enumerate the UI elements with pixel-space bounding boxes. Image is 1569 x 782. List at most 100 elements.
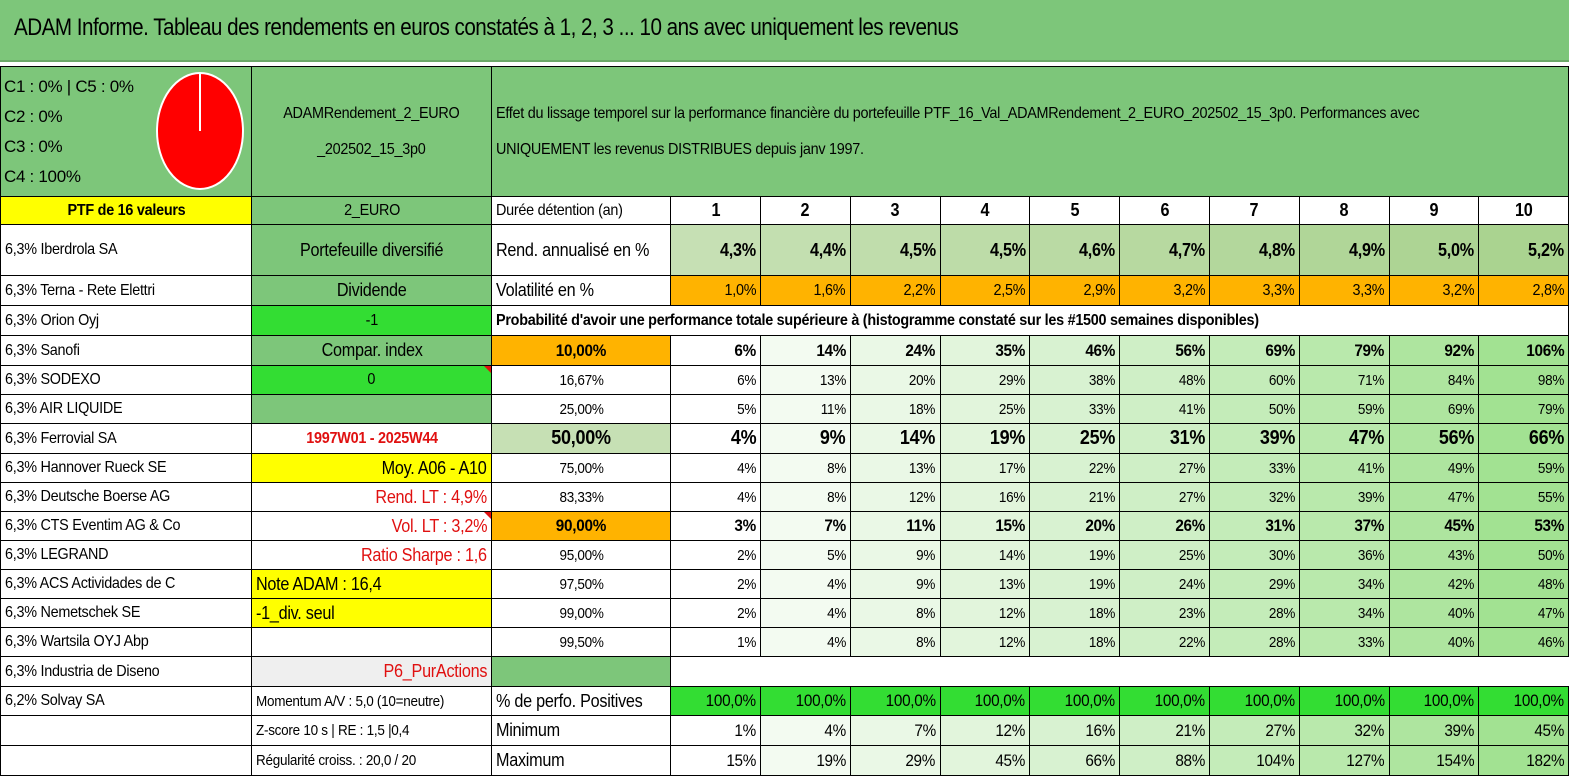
year-header[interactable]: 9 bbox=[1388, 196, 1480, 225]
vol-label[interactable]: Volatilité en % bbox=[491, 275, 672, 306]
prob-value[interactable]: 60% bbox=[1208, 365, 1300, 395]
prob-value[interactable]: 19% bbox=[1029, 540, 1121, 570]
prob-value[interactable]: 2% bbox=[670, 598, 761, 628]
min-label[interactable]: Minimum bbox=[491, 715, 672, 746]
prob-value[interactable]: 71% bbox=[1298, 365, 1390, 395]
holding[interactable]: 6,3% SODEXO bbox=[0, 365, 253, 395]
min-value[interactable]: 32% bbox=[1298, 715, 1390, 746]
info-p6[interactable]: P6_PurActions bbox=[251, 656, 493, 687]
prob-value[interactable]: 9% bbox=[849, 540, 941, 570]
info-zero[interactable]: 0 bbox=[251, 365, 493, 395]
prob-value[interactable]: 43% bbox=[1388, 540, 1480, 570]
threshold-label[interactable]: 50,00% bbox=[491, 423, 672, 454]
vol-value[interactable]: 3,2% bbox=[1119, 275, 1210, 306]
holding[interactable]: 6,3% Industria de Diseno bbox=[0, 656, 253, 687]
prob-value[interactable]: 31% bbox=[1119, 423, 1210, 454]
vol-value[interactable]: 2,9% bbox=[1029, 275, 1121, 306]
prob-value[interactable]: 12% bbox=[939, 627, 1031, 657]
year-header[interactable]: 8 bbox=[1298, 196, 1390, 225]
prob-value[interactable]: 2% bbox=[670, 540, 761, 570]
rend-value[interactable]: 4,6% bbox=[1029, 224, 1121, 276]
prob-value[interactable]: 29% bbox=[939, 365, 1031, 395]
prob-value[interactable]: 40% bbox=[1388, 627, 1480, 657]
info-note[interactable]: Note ADAM : 16,4 bbox=[251, 569, 493, 599]
prob-value[interactable]: 5% bbox=[759, 540, 851, 570]
info-compar-index[interactable]: Compar. index bbox=[251, 335, 493, 366]
holding[interactable]: 6,3% Ferrovial SA bbox=[0, 423, 253, 454]
prob-value[interactable]: 30% bbox=[1208, 540, 1300, 570]
threshold-label[interactable]: 16,67% bbox=[491, 365, 672, 395]
prob-value[interactable]: 18% bbox=[1029, 627, 1121, 657]
prob-value[interactable]: 39% bbox=[1298, 482, 1390, 512]
holding[interactable]: 6,2% Solvay SA bbox=[0, 686, 253, 716]
prob-value[interactable]: 8% bbox=[849, 598, 941, 628]
rend-value[interactable]: 4,5% bbox=[939, 224, 1031, 276]
rend-label[interactable]: Rend. annualisé en % bbox=[491, 224, 672, 276]
prob-value[interactable]: 6% bbox=[670, 365, 761, 395]
pos-value[interactable]: 100,0% bbox=[670, 686, 761, 716]
prob-value[interactable]: 41% bbox=[1298, 453, 1390, 483]
prob-value[interactable]: 28% bbox=[1208, 627, 1300, 657]
threshold-label[interactable]: 99,00% bbox=[491, 598, 672, 628]
prob-value[interactable]: 36% bbox=[1298, 540, 1390, 570]
year-header[interactable]: 3 bbox=[849, 196, 941, 225]
rend-value[interactable]: 4,4% bbox=[759, 224, 851, 276]
prob-value[interactable]: 31% bbox=[1208, 511, 1300, 541]
prob-value[interactable]: 47% bbox=[1478, 598, 1569, 628]
ptf-label[interactable]: PTF de 16 valeurs bbox=[0, 196, 253, 225]
prob-value[interactable]: 14% bbox=[939, 540, 1031, 570]
vol-value[interactable]: 3,2% bbox=[1388, 275, 1480, 306]
info-vol-lt[interactable]: Vol. LT : 3,2% bbox=[251, 511, 493, 541]
holding[interactable]: 6,3% Iberdrola SA bbox=[0, 224, 253, 276]
prob-value[interactable]: 4% bbox=[670, 453, 761, 483]
empty-band[interactable] bbox=[671, 657, 1569, 687]
vol-value[interactable]: 1,0% bbox=[670, 275, 761, 306]
prob-value[interactable]: 48% bbox=[1478, 569, 1569, 599]
prob-value[interactable]: 92% bbox=[1388, 335, 1480, 366]
prob-value[interactable]: 27% bbox=[1119, 482, 1210, 512]
rend-value[interactable]: 4,8% bbox=[1208, 224, 1300, 276]
info-rend-lt[interactable]: Rend. LT : 4,9% bbox=[251, 482, 493, 512]
holding[interactable]: 6,3% Nemetschek SE bbox=[0, 598, 253, 628]
prob-value[interactable]: 19% bbox=[1029, 569, 1121, 599]
prob-value[interactable]: 56% bbox=[1119, 335, 1210, 366]
prob-value[interactable]: 27% bbox=[1119, 453, 1210, 483]
prob-value[interactable]: 4% bbox=[759, 598, 851, 628]
info-minus-one[interactable]: -1 bbox=[251, 305, 493, 336]
threshold-label[interactable]: 83,33% bbox=[491, 482, 672, 512]
prob-value[interactable]: 7% bbox=[759, 511, 851, 541]
holding[interactable]: 6,3% AIR LIQUIDE bbox=[0, 394, 253, 424]
vol-value[interactable]: 3,3% bbox=[1298, 275, 1390, 306]
prob-value[interactable]: 11% bbox=[759, 394, 851, 424]
prob-value[interactable]: 4% bbox=[670, 482, 761, 512]
prob-value[interactable]: 46% bbox=[1029, 335, 1121, 366]
info-zscore[interactable]: Z-score 10 s | RE : 1,5 |0,4 bbox=[251, 715, 493, 746]
max-value[interactable]: 15% bbox=[670, 745, 761, 776]
prob-value[interactable]: 25% bbox=[1029, 423, 1121, 454]
min-value[interactable]: 39% bbox=[1388, 715, 1480, 746]
pos-value[interactable]: 100,0% bbox=[1478, 686, 1569, 716]
prob-value[interactable]: 15% bbox=[939, 511, 1031, 541]
holding[interactable]: 6,3% CTS Eventim AG & Co bbox=[0, 511, 253, 541]
prob-value[interactable]: 53% bbox=[1478, 511, 1569, 541]
prob-header[interactable]: Probabilité d'avoir une performance tota… bbox=[491, 305, 1479, 336]
prob-value[interactable]: 25% bbox=[1119, 540, 1210, 570]
year-header[interactable]: 10 bbox=[1478, 196, 1569, 225]
prob-value[interactable]: 12% bbox=[849, 482, 941, 512]
prob-value[interactable]: 79% bbox=[1478, 394, 1569, 424]
prob-value[interactable]: 26% bbox=[1119, 511, 1210, 541]
prob-value[interactable]: 1% bbox=[670, 627, 761, 657]
min-value[interactable]: 45% bbox=[1478, 715, 1569, 746]
prob-value[interactable]: 24% bbox=[849, 335, 941, 366]
min-value[interactable]: 27% bbox=[1208, 715, 1300, 746]
max-value[interactable]: 19% bbox=[759, 745, 851, 776]
prob-value[interactable]: 41% bbox=[1119, 394, 1210, 424]
prob-value[interactable]: 37% bbox=[1298, 511, 1390, 541]
prob-value[interactable]: 69% bbox=[1208, 335, 1300, 366]
rend-value[interactable]: 4,7% bbox=[1119, 224, 1210, 276]
empty-green[interactable] bbox=[491, 656, 672, 687]
prob-value[interactable]: 25% bbox=[939, 394, 1031, 424]
empty-cell[interactable] bbox=[0, 745, 253, 776]
max-value[interactable]: 45% bbox=[939, 745, 1031, 776]
prob-value[interactable]: 9% bbox=[849, 569, 941, 599]
